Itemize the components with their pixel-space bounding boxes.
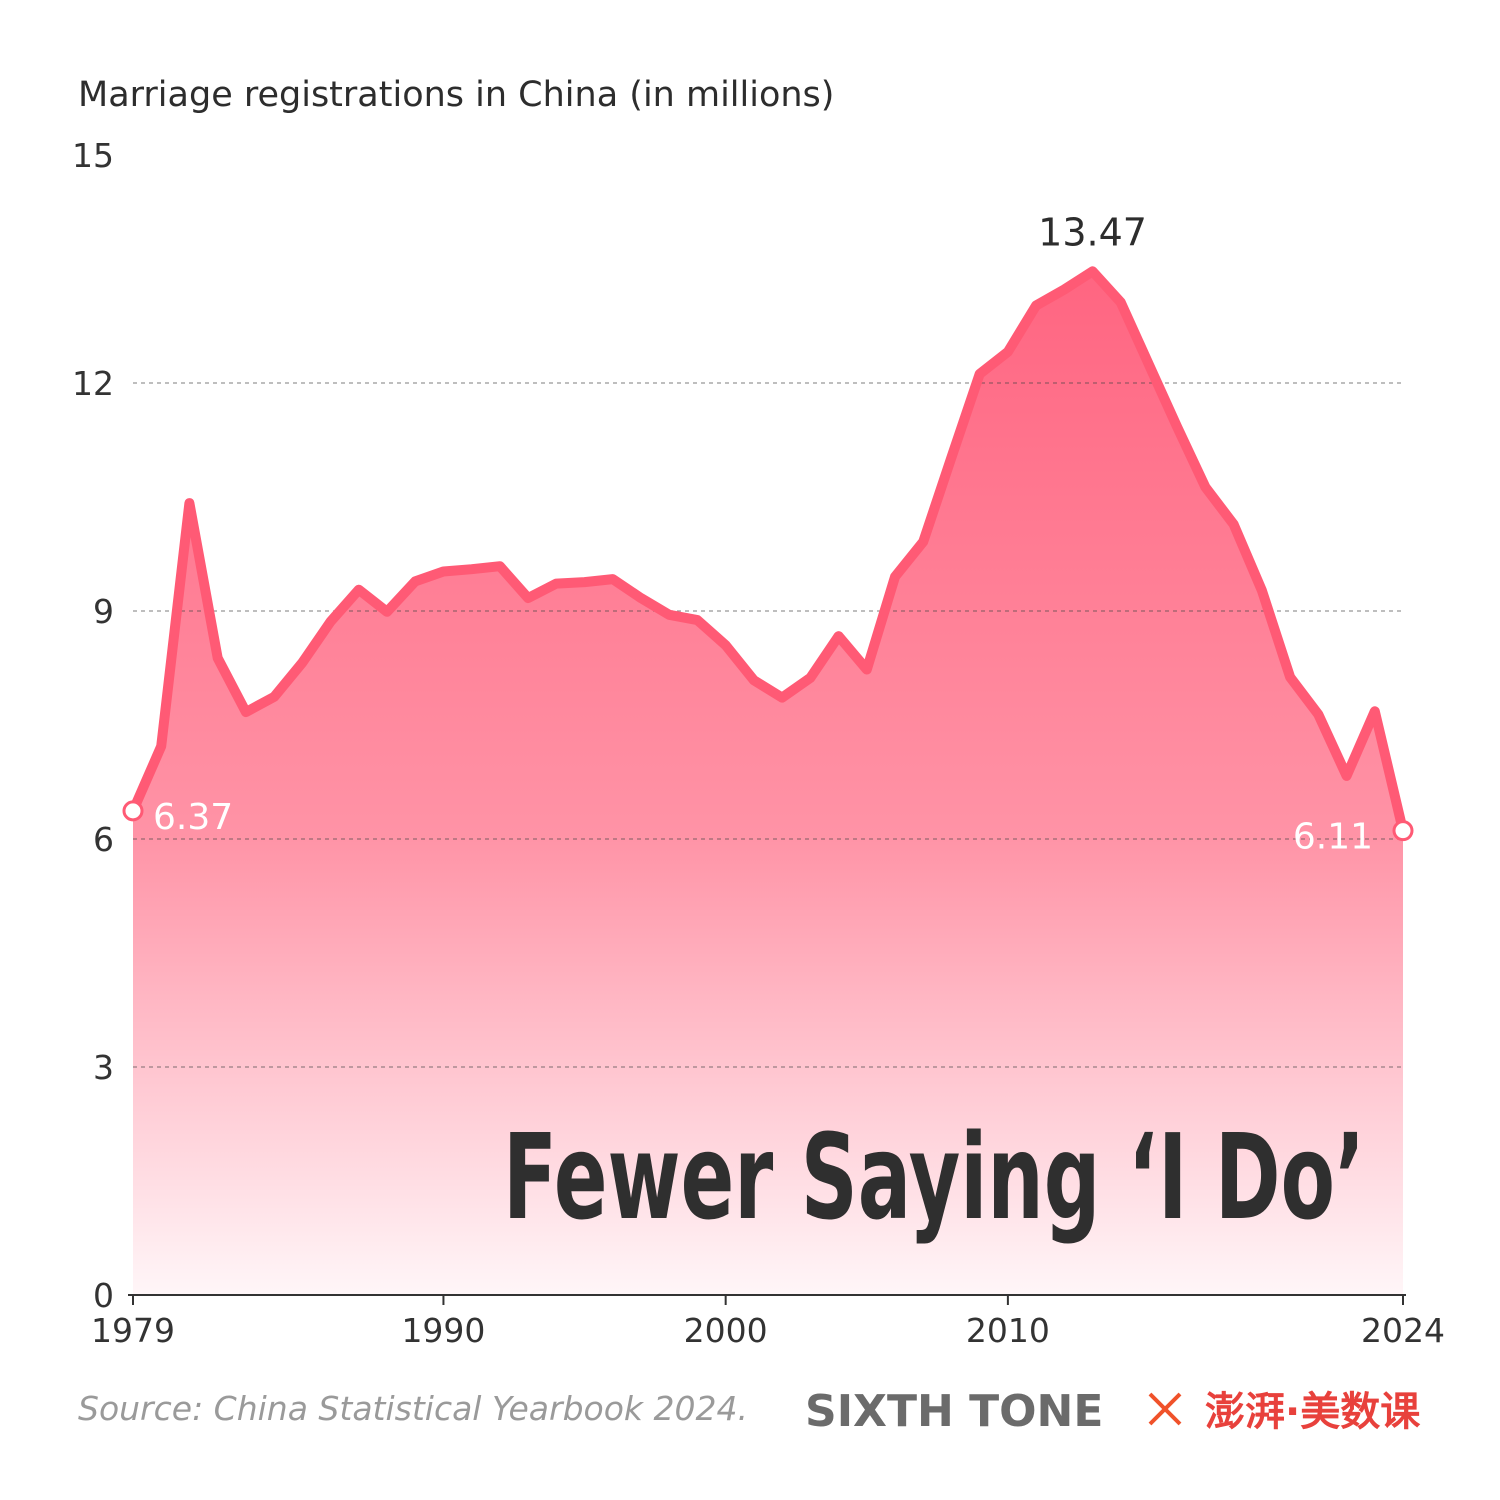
x-tick-label: 2024 [1361, 1311, 1445, 1350]
x-tick-label: 1990 [401, 1311, 485, 1350]
x-tick-label: 2000 [684, 1311, 768, 1350]
y-tick-label: 9 [93, 592, 114, 631]
value-label: 6.37 [153, 797, 233, 838]
line [128, 266, 1408, 836]
source: Source: China Statistical Yearbook 2024. [78, 1389, 748, 1428]
endpoint-marker [122, 800, 144, 822]
y-tick-label: 3 [93, 1048, 114, 1087]
credit-sixth-tone: SIXTH TONE [805, 1386, 1103, 1437]
y-tick-label: 15 [72, 136, 114, 175]
cross-icon [1148, 1392, 1182, 1426]
endpoint-marker [1392, 820, 1414, 842]
credit-the-paper: 澎湃·美数课 [1205, 1389, 1421, 1435]
y-tick-label: 0 [93, 1276, 114, 1315]
plot: 0 3 6 9 12 15 1979 1990 2000 2010 2024 6.37 6.11 13.4… [72, 136, 1445, 1350]
x-tick-label: 1979 [91, 1311, 175, 1350]
y-tick-label: 6 [93, 820, 114, 859]
value-label: 6.11 [1293, 817, 1373, 858]
chart-title: Marriage registrations in China (in mill… [78, 75, 834, 115]
area [133, 271, 1403, 1295]
x-tick-label: 2010 [966, 1311, 1050, 1350]
value-label: 13.47 [1038, 210, 1147, 254]
headline: Fewer Saying ‘I Do’ [503, 1108, 1365, 1246]
y-tick-label: 12 [72, 364, 114, 403]
